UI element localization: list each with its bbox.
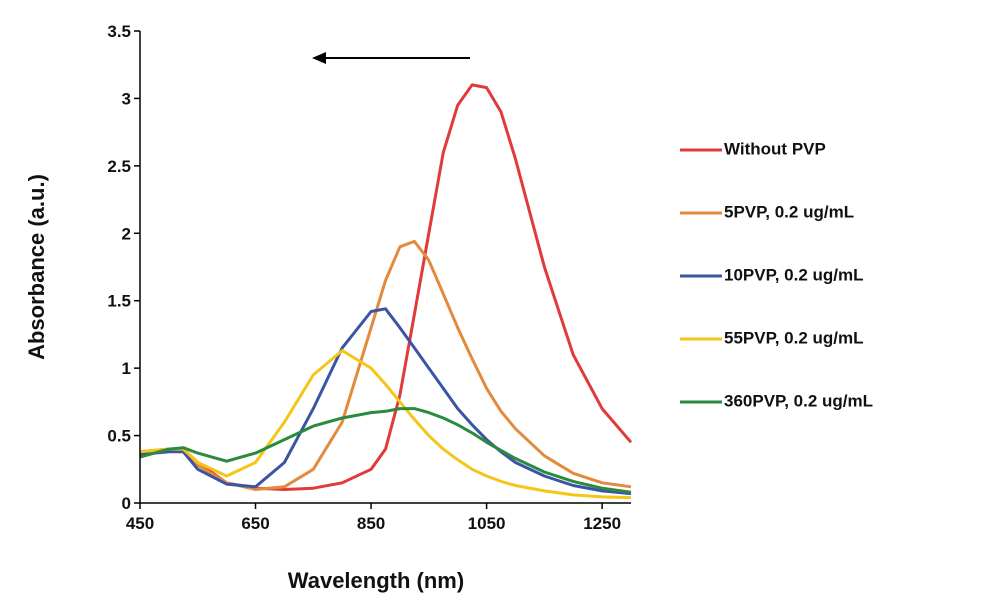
x-tick-label: 850 <box>357 514 385 533</box>
series-line <box>139 83 633 491</box>
y-tick-label: 0.5 <box>107 427 131 446</box>
y-tick-label: 2 <box>122 224 131 243</box>
x-axis-label: Wavelength (nm) <box>288 568 464 593</box>
y-tick-label: 3.5 <box>107 22 131 41</box>
y-tick-label: 0 <box>122 494 131 513</box>
x-tick-label: 650 <box>241 514 269 533</box>
legend-label: Without PVP <box>724 139 826 158</box>
y-tick-label: 3 <box>122 89 131 108</box>
y-tick-label: 1 <box>122 359 131 378</box>
y-axis-label: Absorbance (a.u.) <box>24 174 49 360</box>
legend-label: 55PVP, 0.2 ug/mL <box>724 328 864 347</box>
series-line <box>139 239 632 491</box>
arrow-head <box>312 52 326 64</box>
series-line <box>139 407 632 494</box>
y-tick-label: 2.5 <box>107 157 131 176</box>
legend-label: 10PVP, 0.2 ug/mL <box>724 265 864 284</box>
x-tick-label: 450 <box>126 514 154 533</box>
y-tick-label: 1.5 <box>107 292 131 311</box>
legend-label: 360PVP, 0.2 ug/mL <box>724 391 873 410</box>
series-line <box>139 349 632 500</box>
series-line <box>139 307 632 496</box>
legend-label: 5PVP, 0.2 ug/mL <box>724 202 854 221</box>
x-tick-label: 1050 <box>468 514 506 533</box>
x-tick-label: 1250 <box>583 514 621 533</box>
